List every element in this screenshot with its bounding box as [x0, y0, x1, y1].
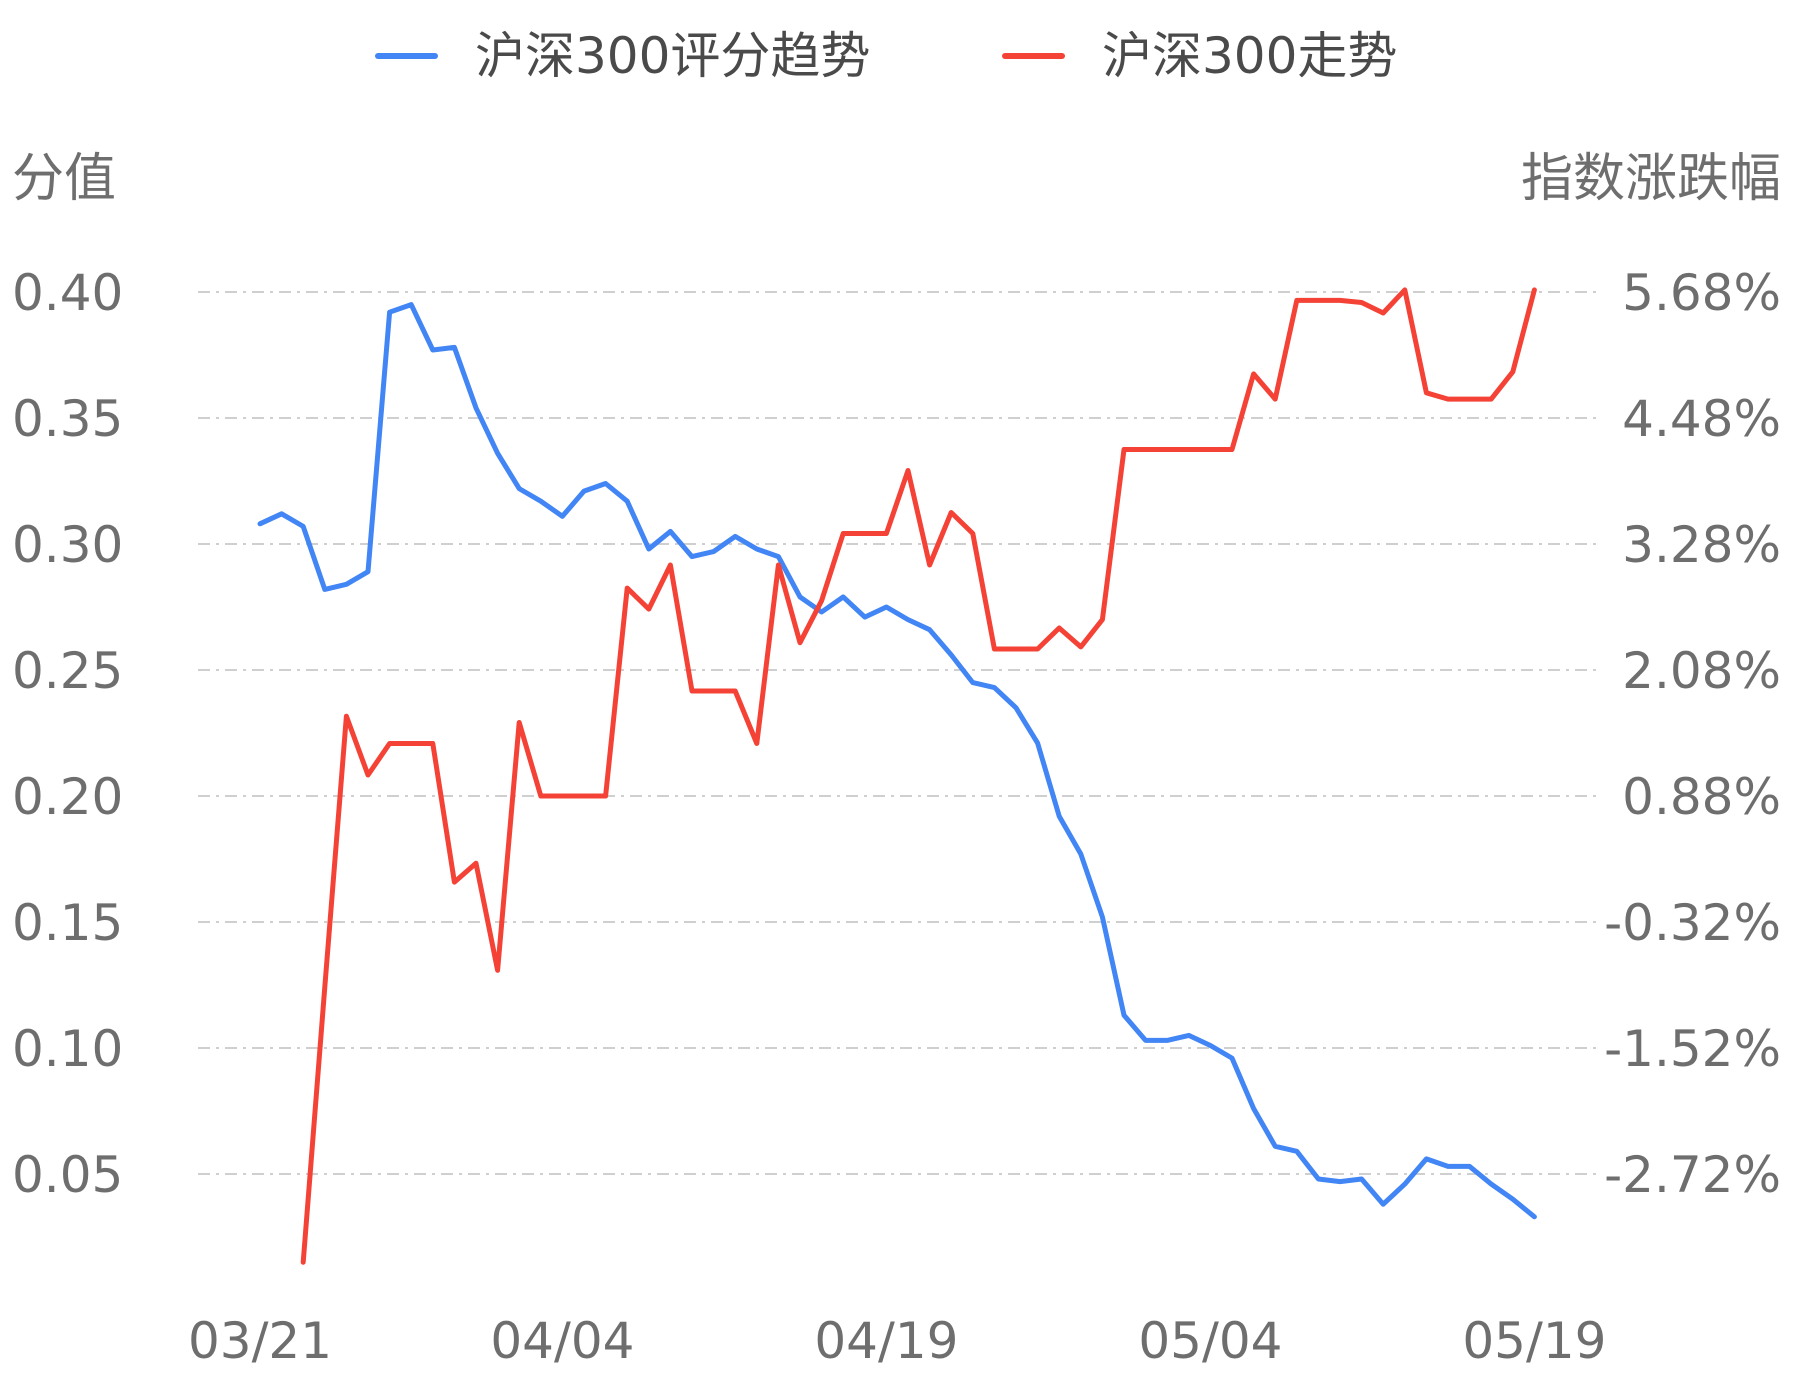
right-tick-label: 4.48%: [1622, 390, 1781, 448]
x-tick-label: 04/04: [490, 1312, 634, 1370]
left-tick-label: 0.35: [12, 390, 123, 448]
left-axis-title: 分值: [12, 149, 116, 209]
left-tick-label: 0.15: [12, 894, 123, 952]
x-tick-label: 03/21: [188, 1312, 332, 1370]
right-tick-label: 5.68%: [1622, 264, 1781, 322]
x-tick-label: 05/19: [1462, 1312, 1606, 1370]
right-tick-label: 0.88%: [1622, 768, 1781, 826]
gridlines: [198, 291, 1600, 1175]
left-tick-label: 0.10: [12, 1020, 123, 1078]
legend-label-score-trend: 沪深300评分趋势: [475, 27, 870, 85]
right-tick-label: 2.08%: [1622, 642, 1781, 700]
left-tick-label: 0.05: [12, 1146, 123, 1204]
right-tick-label: -2.72%: [1604, 1146, 1781, 1204]
right-axis-title: 指数涨跌幅: [1521, 149, 1781, 209]
plot-area: [257, 287, 1537, 1265]
x-tick-label: 05/04: [1138, 1312, 1282, 1370]
x-axis: 03/21 04/04 04/19 05/04 05/19: [188, 1312, 1606, 1370]
left-tick-label: 0.20: [12, 768, 123, 826]
right-tick-label: 3.28%: [1622, 516, 1781, 574]
right-tick-label: -0.32%: [1604, 894, 1781, 952]
legend-label-index-trend: 沪深300走势: [1102, 27, 1397, 85]
series-line-index-trend: [300, 287, 1537, 1265]
series-line-score-trend: [257, 302, 1537, 1220]
right-tick-label: -1.52%: [1604, 1020, 1781, 1078]
left-axis: 0.40 0.35 0.30 0.25 0.20 0.15 0.10 0.05: [12, 264, 123, 1204]
right-axis: 5.68% 4.48% 3.28% 2.08% 0.88% -0.32% -1.52% -2.…: [1604, 264, 1781, 1204]
left-tick-label: 0.25: [12, 642, 123, 700]
x-tick-label: 04/19: [814, 1312, 958, 1370]
left-tick-label: 0.30: [12, 516, 123, 574]
left-tick-label: 0.40: [12, 264, 123, 322]
legend: 沪深300评分趋势 沪深300走势: [375, 27, 1397, 85]
